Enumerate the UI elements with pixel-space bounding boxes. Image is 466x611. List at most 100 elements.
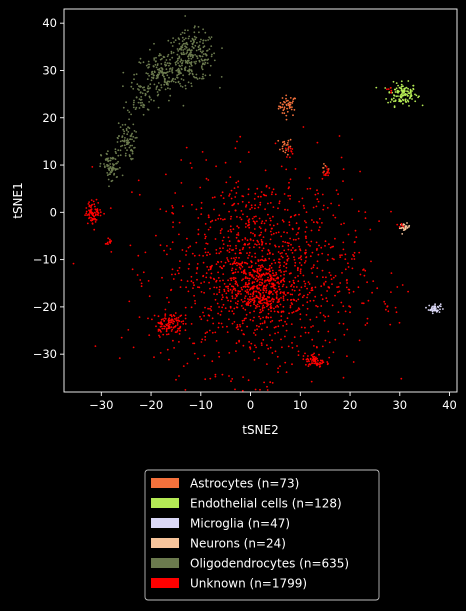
data-point bbox=[150, 79, 153, 82]
data-point bbox=[258, 274, 261, 277]
data-point bbox=[307, 358, 310, 361]
data-point bbox=[272, 298, 275, 301]
data-point bbox=[205, 39, 207, 42]
data-point bbox=[312, 357, 315, 359]
data-point bbox=[286, 298, 289, 301]
data-point bbox=[200, 58, 203, 61]
data-point bbox=[315, 241, 318, 244]
data-point bbox=[252, 297, 255, 300]
data-point bbox=[433, 309, 436, 312]
data-point bbox=[271, 319, 274, 322]
data-point bbox=[313, 362, 316, 365]
data-point bbox=[235, 192, 238, 194]
data-point bbox=[180, 53, 183, 56]
data-point bbox=[311, 219, 313, 221]
data-point bbox=[127, 139, 129, 142]
data-point bbox=[436, 310, 439, 313]
data-point bbox=[182, 104, 185, 107]
data-point bbox=[182, 74, 185, 77]
data-point bbox=[160, 323, 163, 325]
data-point bbox=[184, 314, 187, 317]
data-point bbox=[245, 273, 247, 275]
data-point bbox=[346, 328, 349, 331]
data-point bbox=[257, 276, 260, 279]
data-point bbox=[238, 240, 241, 243]
data-point bbox=[219, 280, 221, 282]
data-point bbox=[123, 130, 126, 133]
data-point bbox=[207, 179, 210, 181]
data-point bbox=[281, 145, 284, 148]
data-point bbox=[178, 327, 181, 330]
data-point bbox=[202, 311, 204, 314]
data-point bbox=[109, 242, 112, 244]
data-point bbox=[274, 287, 277, 290]
data-point bbox=[279, 264, 282, 267]
data-point bbox=[259, 294, 262, 296]
data-point bbox=[258, 217, 261, 220]
data-point bbox=[234, 302, 237, 304]
data-point bbox=[214, 373, 217, 376]
data-point bbox=[234, 277, 237, 280]
data-point bbox=[276, 355, 279, 358]
data-point bbox=[293, 286, 295, 288]
data-point bbox=[254, 252, 256, 255]
data-point bbox=[305, 226, 308, 229]
data-point bbox=[324, 245, 326, 247]
data-point bbox=[273, 259, 275, 262]
data-point bbox=[121, 174, 124, 177]
data-point bbox=[174, 318, 176, 320]
data-point bbox=[200, 207, 203, 210]
data-point bbox=[198, 254, 201, 257]
data-point bbox=[263, 301, 266, 304]
data-point bbox=[105, 159, 107, 162]
data-point bbox=[165, 68, 168, 71]
data-point bbox=[242, 301, 244, 303]
data-point bbox=[209, 226, 212, 229]
data-point bbox=[341, 272, 343, 274]
data-point bbox=[211, 360, 214, 363]
data-point bbox=[298, 227, 300, 229]
data-point bbox=[138, 98, 141, 100]
data-point bbox=[129, 135, 132, 137]
data-point bbox=[116, 141, 119, 143]
data-point bbox=[210, 36, 213, 38]
data-point bbox=[308, 363, 310, 366]
data-point bbox=[156, 76, 159, 79]
data-point bbox=[265, 242, 267, 245]
data-point bbox=[209, 307, 211, 310]
data-point bbox=[283, 273, 285, 276]
data-point bbox=[164, 61, 167, 64]
data-point bbox=[226, 331, 229, 333]
data-point bbox=[204, 336, 207, 338]
data-point bbox=[159, 58, 162, 61]
data-point bbox=[191, 54, 194, 57]
data-point bbox=[253, 299, 256, 302]
data-point bbox=[289, 103, 292, 106]
data-point bbox=[144, 251, 147, 254]
data-point bbox=[170, 314, 173, 316]
data-point bbox=[165, 83, 168, 86]
data-point bbox=[255, 346, 257, 349]
legend-label: Oligodendrocytes (n=635) bbox=[190, 557, 349, 571]
data-point bbox=[263, 222, 266, 225]
data-point bbox=[172, 314, 175, 317]
data-point bbox=[286, 209, 289, 211]
data-point bbox=[142, 113, 145, 116]
data-point bbox=[299, 256, 302, 259]
data-point bbox=[168, 301, 170, 304]
data-point bbox=[223, 283, 226, 285]
data-point bbox=[322, 204, 325, 207]
data-point bbox=[334, 275, 337, 277]
data-point bbox=[412, 84, 415, 87]
data-point bbox=[99, 211, 102, 214]
data-point bbox=[291, 152, 294, 155]
data-point bbox=[259, 300, 262, 302]
data-point bbox=[171, 241, 174, 244]
data-point bbox=[334, 216, 337, 219]
data-point bbox=[127, 329, 130, 331]
data-point bbox=[259, 269, 262, 271]
data-point bbox=[323, 174, 325, 176]
data-point bbox=[281, 285, 284, 288]
data-point bbox=[94, 218, 97, 220]
data-point bbox=[400, 88, 403, 91]
